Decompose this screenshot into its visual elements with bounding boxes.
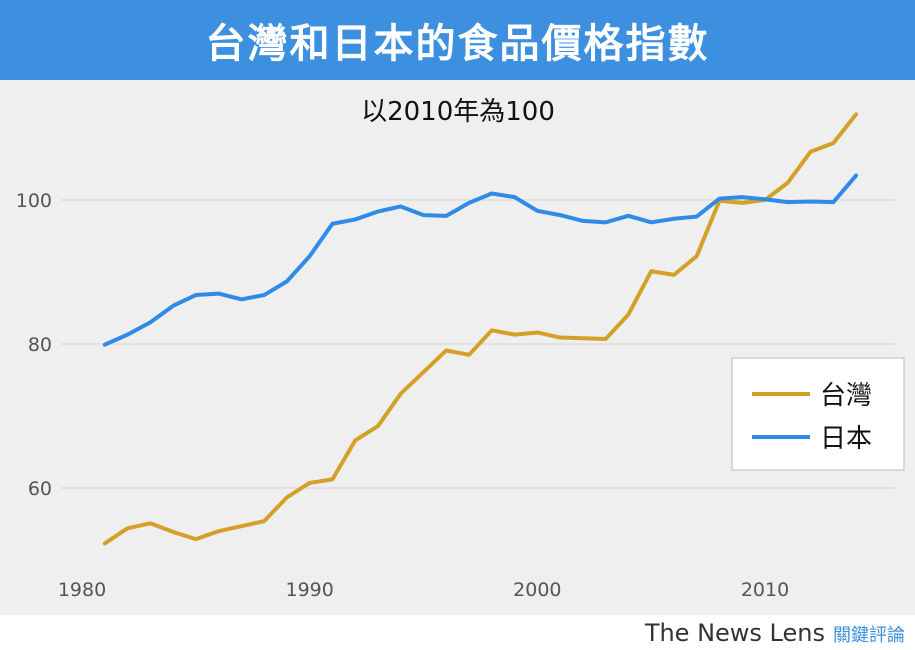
series-lines	[102, 112, 859, 546]
line-chart: 60 80 100 1980 1990 2000 2010 以2010年為100 台灣 日本	[16, 97, 905, 601]
y-tick-label: 80	[28, 334, 52, 356]
brand-name: The News Lens	[644, 619, 825, 647]
chart-subtitle: 以2010年為100	[361, 97, 555, 127]
legend-label-japan: 日本	[820, 424, 872, 454]
series-line-taiwan	[102, 112, 859, 546]
page-title: 台灣和日本的食品價格指數	[205, 21, 710, 67]
brand-name-chinese: 關鍵評論	[833, 625, 905, 646]
legend-box	[731, 357, 905, 471]
x-tick-label: 2010	[741, 579, 789, 601]
y-tick-label: 60	[28, 478, 52, 500]
y-tick-label: 100	[16, 190, 52, 212]
footer: The News Lens 關鍵評論	[0, 615, 915, 650]
legend: 台灣 日本	[731, 357, 905, 471]
title-bar: 台灣和日本的食品價格指數	[0, 0, 915, 80]
axis-labels: 60 80 100 1980 1990 2000 2010	[16, 190, 789, 601]
x-tick-label: 1990	[285, 579, 333, 601]
x-tick-label: 2000	[513, 579, 561, 601]
brand-logo: The News Lens 關鍵評論	[645, 619, 905, 647]
x-tick-label: 1980	[58, 579, 106, 601]
legend-label-taiwan: 台灣	[820, 381, 872, 411]
series-line-japan	[102, 173, 859, 347]
